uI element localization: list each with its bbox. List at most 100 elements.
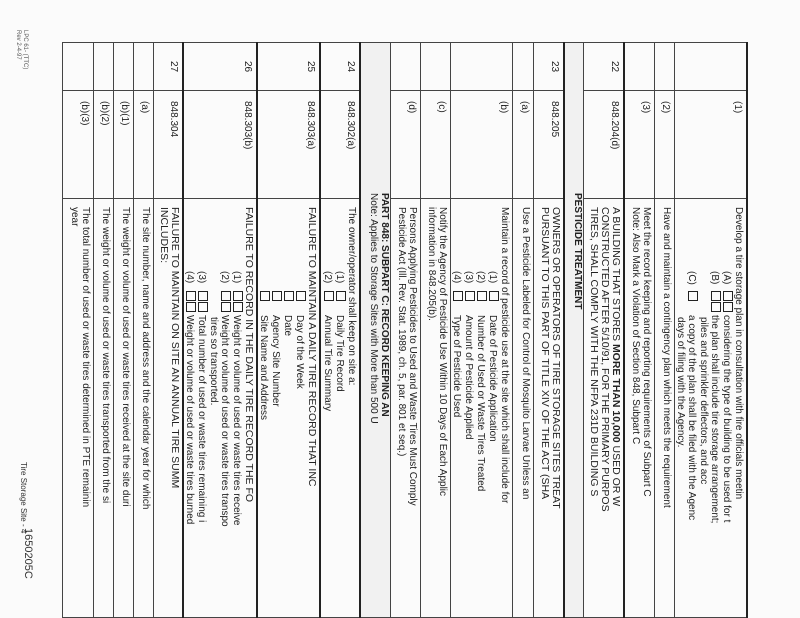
section-reference: (3) — [624, 90, 655, 199]
line-text: PURSUANT TO THIS PART OF TITLE XIV OF TH… — [539, 207, 552, 500]
section-reference: (a) — [133, 90, 154, 199]
checkbox[interactable] — [284, 291, 295, 301]
checkbox[interactable] — [198, 302, 209, 312]
text-part: USED OR W — [610, 442, 623, 507]
item-label: (3) — [196, 271, 208, 284]
line-text: (2) Annual Tire Summary — [323, 207, 335, 617]
checkbox[interactable] — [260, 291, 271, 301]
section-reference: 848.304 — [153, 90, 184, 199]
line-text: Agency Site Number — [271, 207, 283, 617]
requirement-text: A BUILDING THAT STORES MORE THAN 10,000 … — [583, 198, 625, 618]
checkbox[interactable] — [272, 291, 283, 301]
checkbox[interactable] — [336, 291, 347, 301]
text-part: A BUILDING THAT STORES — [610, 207, 623, 344]
line-text: OWNERS OR OPERATORS OF TIRE STORAGE SITE… — [550, 207, 563, 509]
line-text: year — [69, 207, 80, 227]
item-text: Total number of used or waste tires rema… — [196, 315, 208, 523]
checkbox[interactable] — [711, 302, 721, 312]
checkbox[interactable] — [198, 291, 209, 301]
checkbox[interactable] — [489, 291, 499, 301]
section-reference: 848.303(b) — [183, 90, 258, 199]
item-text: Weight or volume of used or waste tires … — [231, 315, 243, 526]
requirement-text: Maintain a record of pesticide use at th… — [450, 198, 513, 618]
section-reference: (d) — [390, 90, 421, 199]
section-reference: (b) — [450, 90, 513, 199]
checkbox[interactable] — [688, 291, 698, 301]
item-text: the plan shall include tire storage arra… — [709, 315, 720, 524]
table-row: (a) Use a Pesticide Labeled for Control o… — [512, 42, 534, 618]
checkbox-group — [721, 291, 733, 315]
form-id-text: LPC 61- (TTC) — [22, 30, 28, 70]
line-text: (4) Type of Pesticide Used — [451, 207, 463, 617]
checkbox[interactable] — [453, 291, 463, 301]
line-text: The weight or volume of used or waste ti… — [120, 207, 131, 507]
checkbox[interactable] — [324, 291, 335, 301]
line-text: Develop a tire storage plan in consultat… — [733, 207, 744, 500]
requirement-text: The owner/operator shall keep on site a:… — [320, 198, 361, 618]
item-label: (1) — [334, 271, 346, 284]
item-text: Weight or volume of used or waste tires … — [219, 315, 231, 527]
line-text: piles and sprinkler deflectors, and acc — [698, 317, 709, 485]
line-text: information in 848.205(b). — [426, 207, 437, 321]
section-reference: 848.302(a) — [320, 90, 361, 199]
item-label: (2) — [322, 271, 334, 284]
item-text: Date — [282, 315, 294, 337]
checkbox[interactable] — [723, 291, 733, 301]
table-row: 25 848.303(a) FAILURE TO MAINTAIN A DAILY … — [257, 42, 321, 618]
line-text: Note: Also Mark a Violation of Section 8… — [630, 207, 641, 445]
section-reference: (b)(3) — [62, 90, 94, 199]
checkbox[interactable] — [186, 291, 197, 301]
checkbox[interactable] — [477, 291, 487, 301]
checkbox-group — [197, 291, 209, 315]
inspection-checklist-table: (1) Develop a tire storage plan in consul… — [62, 42, 748, 618]
requirement-text: The total number of used or waste tires … — [62, 198, 94, 618]
item-number — [133, 42, 154, 91]
checkbox[interactable] — [711, 291, 721, 301]
line-text: FAILURE TO MAINTAIN ON SITE AN ANNUAL TI… — [169, 207, 182, 489]
item-text: Date of Pesticide Application — [487, 315, 498, 442]
checkbox[interactable] — [186, 302, 197, 312]
line-text: CONSTRUCTED AFTER 5/10/91, FOR THE PRIMA… — [599, 207, 612, 512]
checkbox[interactable] — [465, 291, 475, 301]
line-text: Have and maintain a contingency plan whi… — [661, 207, 672, 508]
checkbox-group — [709, 291, 721, 315]
table-row: 26 848.303(b) FAILURE TO RECORD IN THE DAI… — [183, 42, 258, 618]
line-text: FAILURE TO RECORD IN THE DAILY TIRE RECO… — [243, 207, 256, 503]
requirement-text: Meet the record keeping and reporting re… — [624, 198, 655, 618]
section-reference: 848.204(d) — [583, 90, 625, 199]
checkbox[interactable] — [221, 291, 232, 301]
checkbox[interactable] — [723, 302, 733, 312]
section-reference: (b)(2) — [93, 90, 114, 199]
table-row: (1) Develop a tire storage plan in consul… — [674, 42, 747, 618]
item-text: Day of the Week — [294, 315, 306, 389]
line-text: The total number of used or waste tires … — [80, 207, 91, 508]
checkbox-group — [271, 291, 283, 315]
line-text: Use a Pesticide Labeled for Control of M… — [520, 207, 531, 500]
section-reference: (1) — [674, 90, 747, 199]
item-text: a copy of the plan shall be filed with t… — [686, 315, 697, 521]
item-number — [674, 42, 747, 91]
checkbox[interactable] — [296, 291, 307, 301]
checkbox[interactable] — [221, 302, 232, 312]
line-text: (1) Daily Tire Record — [335, 207, 347, 617]
item-number — [654, 42, 675, 91]
checkbox[interactable] — [233, 302, 244, 312]
requirement-text: Develop a tire storage plan in consultat… — [674, 198, 747, 618]
table-row: (b)(3) The total number of used or waste … — [62, 42, 94, 618]
item-number: 24 — [320, 42, 361, 91]
item-number — [512, 42, 534, 91]
table-row: 24 848.302(a) The owner/operator shall kee… — [320, 42, 361, 618]
line-text: The site number, name and address and th… — [140, 207, 151, 510]
checkbox[interactable] — [233, 291, 244, 301]
checkbox-group — [232, 291, 244, 315]
line-text: Meet the record keeping and reporting re… — [641, 207, 652, 497]
line-text: (3) Amount of Pesticide Applied — [463, 207, 475, 617]
line-text: (2) Weight or volume of used or waste tir… — [220, 207, 232, 617]
line-text: Maintain a record of pesticide use at th… — [499, 207, 510, 504]
revision-text: Rev 2-4-97 — [15, 30, 21, 60]
item-text: Site Name and Address — [258, 315, 270, 421]
requirement-text: OWNERS OR OPERATORS OF TIRE STORAGE SITE… — [533, 198, 565, 618]
line-text: The owner/operator shall keep on site a: — [346, 207, 358, 386]
item-number: 27 — [153, 42, 184, 91]
